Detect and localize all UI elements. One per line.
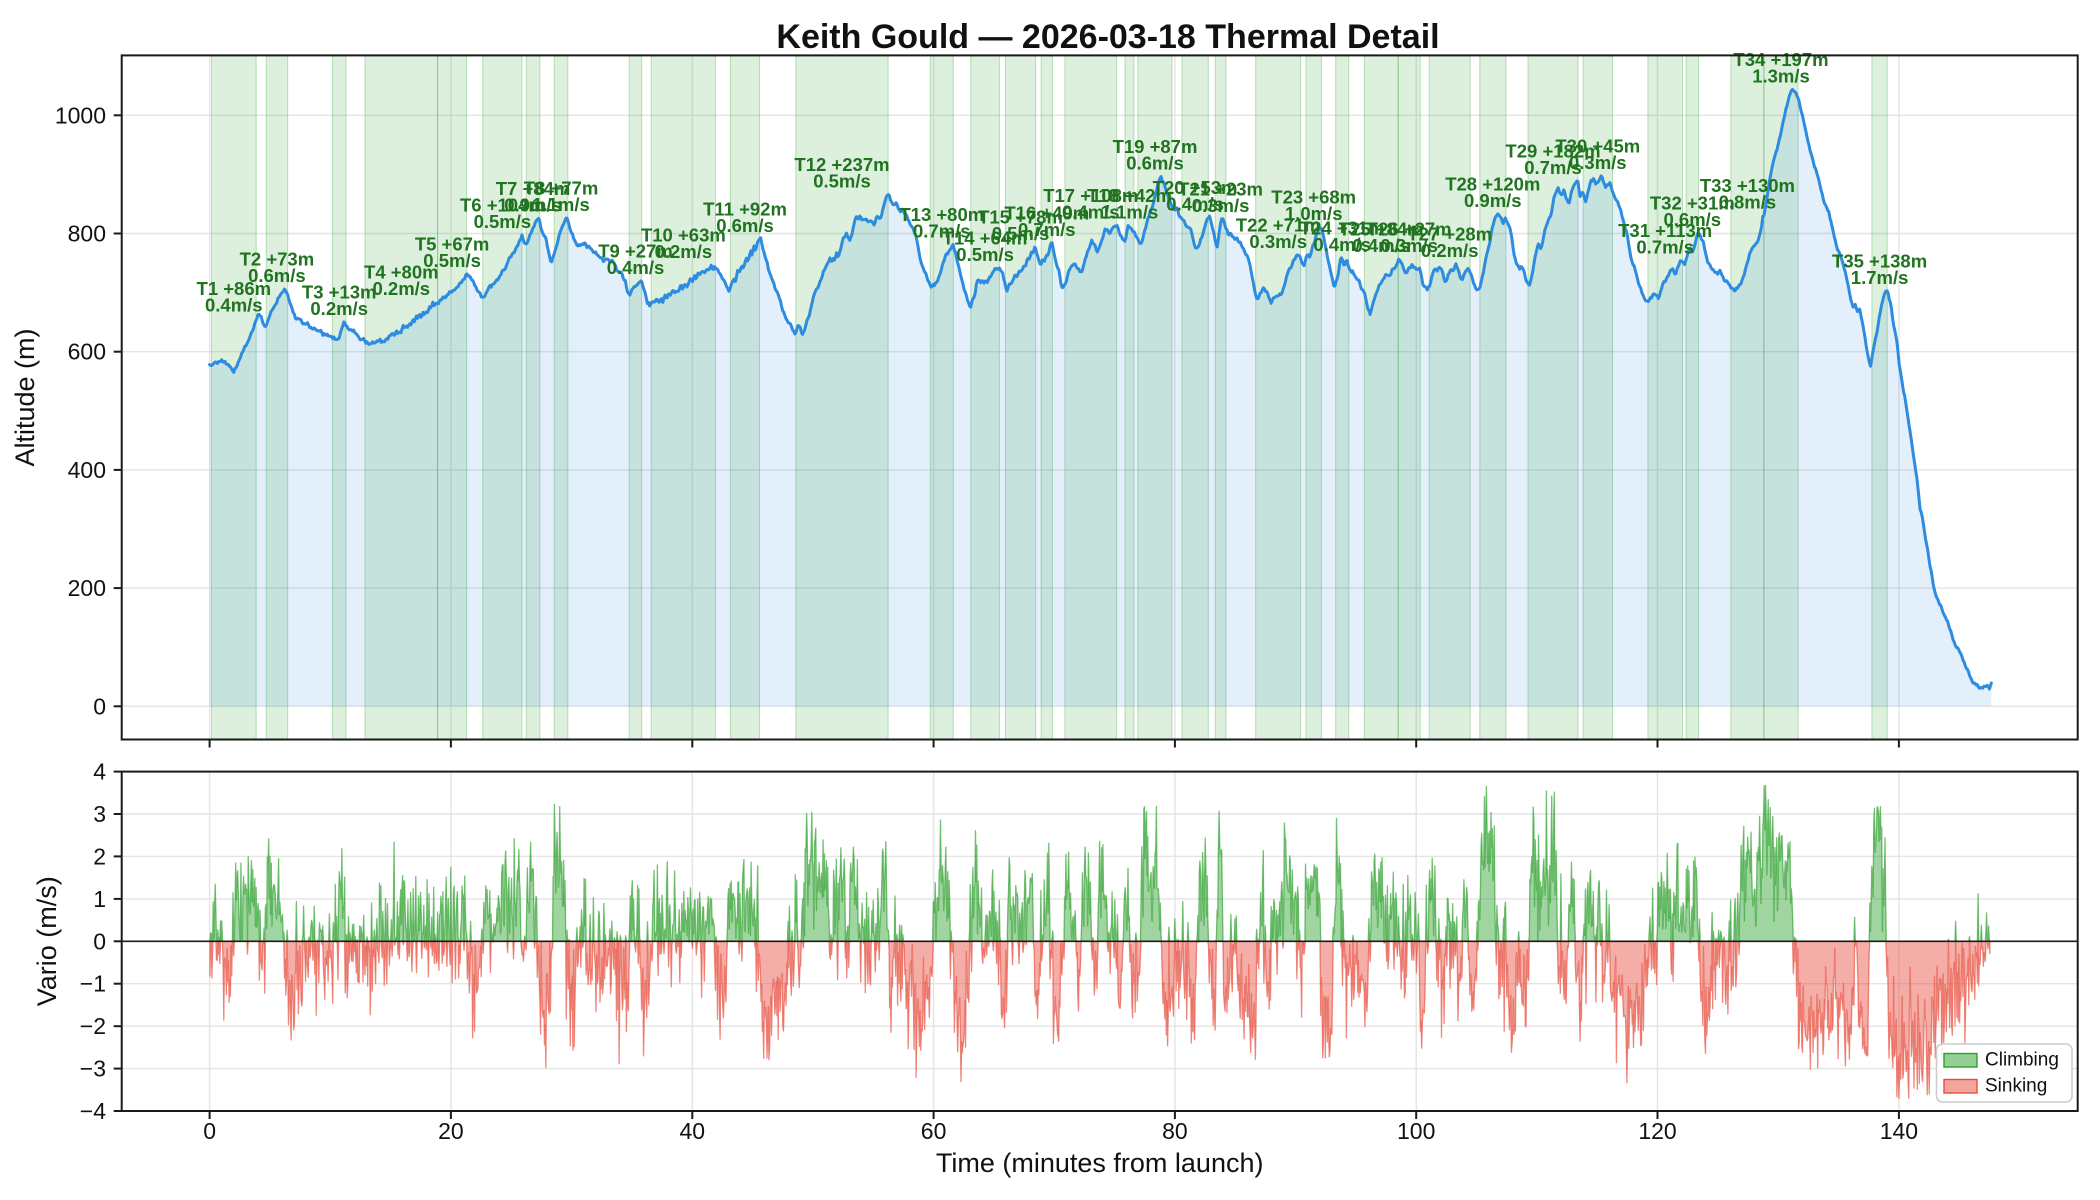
svg-text:0.7m/s: 0.7m/s [1524, 157, 1582, 178]
svg-text:−2: −2 [80, 1013, 106, 1039]
svg-text:T16 +49m: T16 +49m [1004, 203, 1089, 224]
svg-text:0.9m/s: 0.9m/s [504, 195, 562, 216]
svg-text:0.2m/s: 0.2m/s [655, 241, 713, 262]
svg-text:Altitude (m): Altitude (m) [10, 328, 40, 466]
svg-text:T28 +120m: T28 +120m [1445, 173, 1540, 194]
svg-text:4: 4 [93, 759, 106, 785]
svg-text:80: 80 [1162, 1118, 1188, 1144]
svg-text:T17 +108m: T17 +108m [1043, 185, 1138, 206]
svg-text:1000: 1000 [55, 102, 106, 128]
svg-text:T4 +80m: T4 +80m [364, 262, 439, 283]
svg-text:20: 20 [438, 1118, 464, 1144]
svg-text:T26 +27m: T26 +27m [1367, 219, 1452, 240]
svg-text:0.5m/s: 0.5m/s [956, 244, 1014, 265]
svg-text:Climbing: Climbing [1985, 1050, 2059, 1071]
svg-text:0.6m/s: 0.6m/s [1126, 153, 1184, 174]
svg-text:1.7m/s: 1.7m/s [1851, 267, 1909, 288]
svg-text:Sinking: Sinking [1985, 1076, 2047, 1097]
svg-text:0.6m/s: 0.6m/s [1663, 209, 1721, 230]
svg-text:40: 40 [680, 1118, 706, 1144]
svg-text:T13 +80m: T13 +80m [899, 204, 984, 225]
svg-text:T19 +87m: T19 +87m [1113, 136, 1198, 157]
svg-text:T25 +84m: T25 +84m [1339, 219, 1424, 240]
svg-text:0.7m/s: 0.7m/s [1018, 219, 1076, 240]
svg-text:0.2m/s: 0.2m/s [372, 278, 430, 299]
svg-text:Keith Gould — 2026-03-18 Therm: Keith Gould — 2026-03-18 Thermal Detail [776, 18, 1439, 56]
svg-text:0.4m/s: 0.4m/s [1166, 193, 1224, 214]
svg-text:Time (minutes from launch): Time (minutes from launch) [936, 1148, 1264, 1178]
svg-text:T35 +138m: T35 +138m [1832, 250, 1927, 271]
svg-text:T27 +28m: T27 +28m [1407, 223, 1492, 244]
svg-text:0.9m/s: 0.9m/s [1464, 190, 1522, 211]
svg-text:Vario (m/s): Vario (m/s) [32, 876, 62, 1006]
svg-text:0.4m/s: 0.4m/s [205, 295, 263, 316]
svg-text:0.3m/s: 0.3m/s [1249, 231, 1307, 252]
svg-text:T24 +31m: T24 +31m [1300, 217, 1385, 238]
svg-text:T8 +77m: T8 +77m [524, 178, 599, 199]
svg-text:T5 +67m: T5 +67m [415, 233, 490, 254]
svg-text:100: 100 [1397, 1118, 1435, 1144]
svg-text:140: 140 [1880, 1118, 1918, 1144]
svg-text:0.4m/s: 0.4m/s [1313, 234, 1371, 255]
svg-text:0: 0 [203, 1118, 216, 1144]
svg-text:0.3m/s: 0.3m/s [1569, 152, 1627, 173]
svg-text:0: 0 [93, 928, 106, 954]
svg-text:T18 +42m: T18 +42m [1087, 185, 1172, 206]
svg-text:0.7m/s: 0.7m/s [913, 221, 971, 242]
svg-text:T1 +86m: T1 +86m [197, 278, 272, 299]
svg-text:3: 3 [93, 801, 106, 827]
svg-text:1.3m/s: 1.3m/s [1752, 66, 1810, 87]
svg-text:1.0m/s: 1.0m/s [1285, 203, 1343, 224]
svg-text:0.3m/s: 0.3m/s [1192, 195, 1250, 216]
svg-text:T29 +182m: T29 +182m [1505, 141, 1600, 162]
svg-text:−4: −4 [80, 1098, 106, 1124]
svg-text:0.6m/s: 0.6m/s [248, 265, 306, 286]
svg-text:T2 +73m: T2 +73m [240, 249, 315, 270]
svg-text:0.7m/s: 0.7m/s [1636, 237, 1694, 258]
svg-text:T31 +113m: T31 +113m [1618, 220, 1712, 241]
svg-text:T33 +130m: T33 +130m [1700, 175, 1795, 196]
svg-text:1.1m/s: 1.1m/s [1101, 202, 1159, 223]
svg-text:T14 +64m: T14 +64m [943, 227, 1028, 248]
svg-text:T30 +45m: T30 +45m [1555, 135, 1640, 156]
svg-text:2: 2 [93, 843, 106, 869]
svg-text:0.6m/s: 0.6m/s [716, 215, 774, 236]
svg-text:T3 +13m: T3 +13m [302, 281, 377, 302]
svg-text:T10 +63m: T10 +63m [641, 225, 726, 246]
svg-text:0.5m/s: 0.5m/s [813, 171, 871, 192]
svg-text:0.2m/s: 0.2m/s [310, 298, 368, 319]
svg-text:T20 +53m: T20 +53m [1153, 177, 1238, 198]
svg-text:T23 +68m: T23 +68m [1271, 187, 1356, 208]
svg-text:0.5m/s: 0.5m/s [992, 223, 1050, 244]
svg-text:0.4m/s: 0.4m/s [607, 257, 665, 278]
svg-text:0.5m/s: 0.5m/s [423, 250, 481, 271]
svg-text:T6 +104m: T6 +104m [460, 194, 545, 215]
svg-text:1: 1 [93, 886, 106, 912]
svg-text:200: 200 [68, 575, 106, 601]
svg-text:T22 +71m: T22 +71m [1236, 214, 1321, 235]
svg-text:1.1m/s: 1.1m/s [532, 194, 590, 215]
svg-text:T7 +84m: T7 +84m [496, 178, 571, 199]
svg-text:120: 120 [1638, 1118, 1676, 1144]
svg-text:0.4m/s: 0.4m/s [1352, 235, 1410, 256]
svg-text:0.8m/s: 0.8m/s [1719, 192, 1777, 213]
svg-text:T9 +27m: T9 +27m [598, 241, 673, 262]
svg-text:0.2m/s: 0.2m/s [1421, 240, 1479, 261]
svg-text:−3: −3 [80, 1056, 106, 1082]
svg-text:T32 +31m: T32 +31m [1650, 193, 1735, 214]
svg-text:0.3m/s: 0.3m/s [1380, 235, 1438, 256]
svg-text:0.5m/s: 0.5m/s [474, 211, 532, 232]
svg-text:T11 +92m: T11 +92m [703, 199, 787, 220]
svg-text:T12 +237m: T12 +237m [794, 154, 889, 175]
svg-text:−1: −1 [80, 971, 106, 997]
svg-text:400: 400 [68, 457, 106, 483]
svg-text:600: 600 [68, 339, 106, 365]
svg-text:0: 0 [93, 693, 106, 719]
svg-text:0.4m/s: 0.4m/s [1062, 202, 1120, 223]
svg-text:60: 60 [921, 1118, 947, 1144]
svg-text:T21 +23m: T21 +23m [1178, 178, 1263, 199]
svg-text:T15 +78m: T15 +78m [978, 207, 1063, 228]
svg-text:800: 800 [68, 221, 106, 247]
svg-text:T34 +197m: T34 +197m [1733, 49, 1828, 70]
